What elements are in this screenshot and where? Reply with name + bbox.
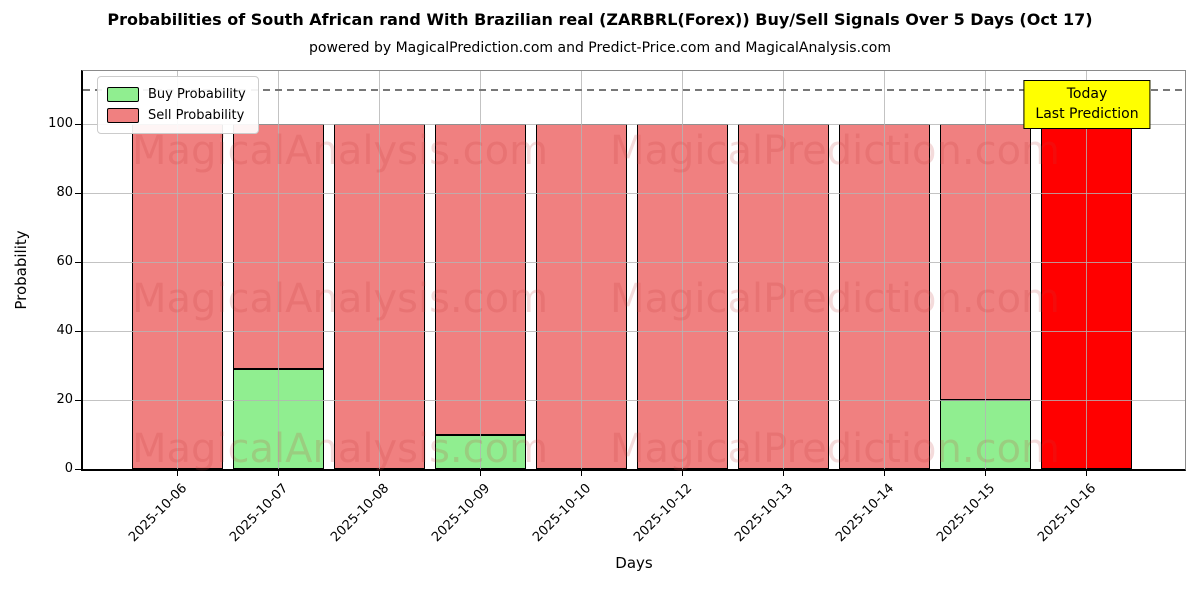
bar-segment-sell xyxy=(738,124,829,469)
y-tick xyxy=(75,193,81,195)
bar-segment-buy xyxy=(233,368,324,469)
x-tick xyxy=(277,471,280,476)
x-tick-label: 2025-10-13 xyxy=(732,481,797,546)
x-tick-label: 2025-10-15 xyxy=(934,481,999,546)
x-tick xyxy=(883,471,886,476)
legend-label-sell: Sell Probability xyxy=(148,108,245,123)
y-tick xyxy=(75,469,81,471)
y-tick-label: 100 xyxy=(48,116,73,131)
x-tick-label: 2025-10-14 xyxy=(833,481,898,546)
buy-swatch-icon xyxy=(107,87,139,102)
y-tick xyxy=(75,331,81,333)
bar-segment-buy xyxy=(435,434,526,469)
bar-segment-sell xyxy=(940,124,1031,400)
x-tick-label: 2025-10-10 xyxy=(530,481,595,546)
x-tick-label: 2025-10-08 xyxy=(328,481,393,546)
y-tick-label: 60 xyxy=(56,254,73,269)
bar-segment-sell xyxy=(536,124,627,469)
bar-segment-sell xyxy=(839,124,930,469)
x-tick-label: 2025-10-06 xyxy=(126,481,191,546)
x-tick-label: 2025-10-16 xyxy=(1035,481,1100,546)
x-tick xyxy=(782,471,785,476)
today-annotation-line2: Last Prediction xyxy=(1035,106,1139,123)
x-tick-label: 2025-10-07 xyxy=(227,481,292,546)
y-tick-label: 20 xyxy=(56,392,73,407)
legend-label-buy: Buy Probability xyxy=(148,87,246,102)
dashed-threshold-line xyxy=(83,88,1185,91)
legend-item-buy: Buy Probability xyxy=(107,84,246,105)
bar-segment-sell xyxy=(334,124,425,469)
chart-subtitle: powered by MagicalPrediction.com and Pre… xyxy=(309,40,891,56)
y-tick-label: 80 xyxy=(56,185,73,200)
bar-segment-buy xyxy=(940,400,1031,469)
bar-segment-sell xyxy=(637,124,728,469)
today-annotation: Today Last Prediction xyxy=(1023,80,1151,129)
bar-segment-sell xyxy=(435,124,526,435)
chart-title: Probabilities of South African rand With… xyxy=(107,10,1093,29)
x-tick xyxy=(681,471,684,476)
x-tick-label: 2025-10-12 xyxy=(631,481,696,546)
y-tick-label: 40 xyxy=(56,323,73,338)
bar-segment-sell xyxy=(132,124,223,469)
bar-segment-sell xyxy=(233,124,324,369)
x-tick xyxy=(378,471,381,476)
today-annotation-line1: Today xyxy=(1066,86,1108,102)
legend: Buy Probability Sell Probability xyxy=(97,76,259,134)
y-tick xyxy=(75,400,81,402)
x-tick xyxy=(479,471,482,476)
x-tick xyxy=(1085,471,1088,476)
y-tick-label: 0 xyxy=(64,461,73,476)
y-tick xyxy=(75,262,81,264)
x-tick xyxy=(984,471,987,476)
x-tick-label: 2025-10-09 xyxy=(429,481,494,546)
legend-item-sell: Sell Probability xyxy=(107,105,246,126)
x-axis-label: Days xyxy=(615,554,653,572)
bar-segment-today xyxy=(1041,124,1132,469)
x-tick xyxy=(176,471,179,476)
x-tick xyxy=(580,471,583,476)
y-tick xyxy=(75,124,81,126)
sell-swatch-icon xyxy=(107,108,139,123)
